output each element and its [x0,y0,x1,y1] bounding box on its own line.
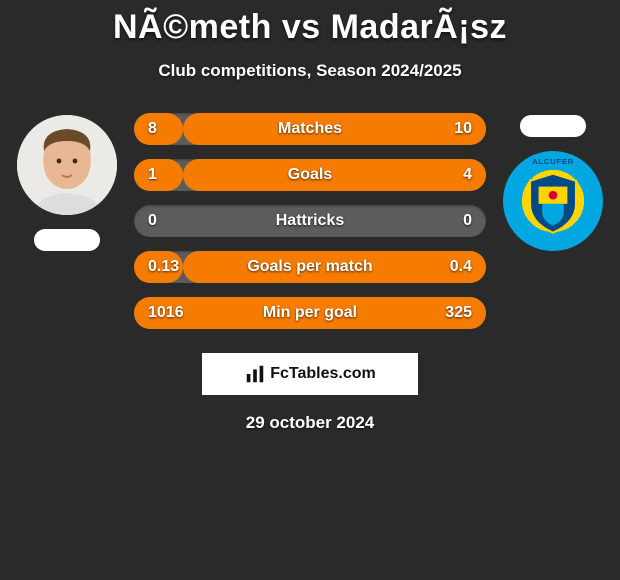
right-team-flag [520,115,586,137]
left-player-avatar [17,115,117,215]
metric-bar: 8Matches10 [134,113,486,145]
crest-shield-icon [517,165,589,237]
brand-text: FcTables.com [270,365,376,383]
comparison-card: NÃ©meth vs MadarÃ¡sz Club competitions, … [0,0,620,433]
page-title: NÃ©meth vs MadarÃ¡sz [0,8,620,47]
brand-box[interactable]: FcTables.com [202,353,418,395]
crest-org-top: ALCUFER [503,157,603,166]
metric-right-value: 4 [463,166,486,184]
metric-bar: 1016Min per goal325 [134,297,486,329]
metric-label: Goals [134,166,486,184]
right-side: ALCUFER [494,115,612,251]
metric-label: Min per goal [134,304,486,322]
left-team-flag [34,229,100,251]
body-row: 8Matches10 1Goals4 0Hattricks0 0.13Goals pe… [0,115,620,329]
page-subtitle: Club competitions, Season 2024/2025 [0,61,620,81]
right-team-crest: ALCUFER [503,151,603,251]
metric-bar: 0.13Goals per match0.4 [134,251,486,283]
metric-label: Goals per match [134,258,486,276]
snapshot-date: 29 october 2024 [0,413,620,433]
metric-right-value: 0.4 [450,258,486,276]
metric-bar: 0Hattricks0 [134,205,486,237]
metric-bar: 1Goals4 [134,159,486,191]
metric-bars: 8Matches10 1Goals4 0Hattricks0 0.13Goals pe… [126,113,494,329]
metric-label: Matches [134,120,486,138]
avatar-placeholder-icon [17,115,117,215]
metric-right-value: 10 [454,120,486,138]
metric-right-value: 0 [463,212,486,230]
metric-right-value: 325 [445,304,486,322]
metric-label: Hattricks [134,212,486,230]
left-side [8,115,126,251]
bar-chart-icon [244,363,266,385]
